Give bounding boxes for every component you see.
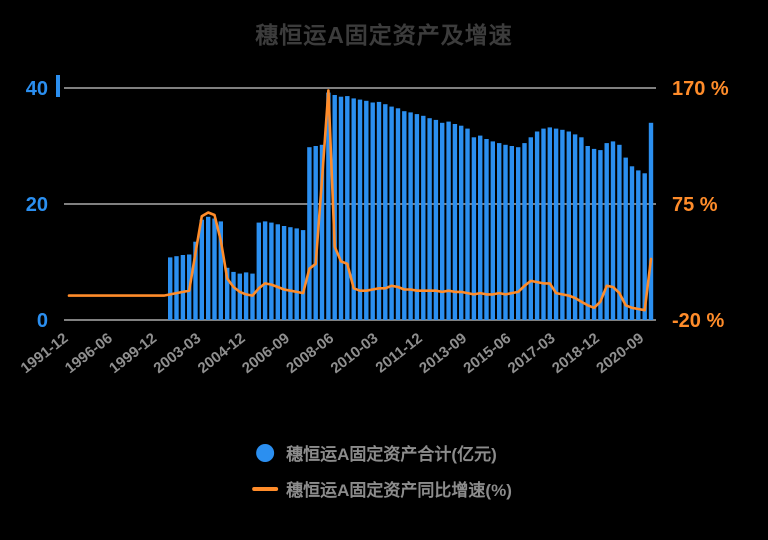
- x-axis-tick-label: 2013-09: [416, 330, 470, 377]
- x-axis-tick-label: 2018-12: [549, 330, 603, 377]
- x-axis-tick-label: 1999-12: [106, 330, 160, 377]
- x-axis-tick-label: 2011-12: [373, 330, 426, 377]
- x-axis-tick-label: 2010-03: [328, 330, 382, 377]
- right-axis-tick-label: 75 %: [672, 194, 718, 216]
- right-axis-tick-label: 170 %: [672, 78, 729, 100]
- x-axis-tick-label: 2006-09: [239, 330, 293, 377]
- x-axis-tick-labels: 1991-121996-061999-122003-032004-122006-…: [18, 330, 648, 377]
- x-axis-tick-label: 2015-06: [460, 330, 514, 377]
- legend-item-growth[interactable]: 穗恒运A固定资产同比增速(%): [252, 476, 512, 501]
- right-axis-tick-label: -20 %: [672, 310, 724, 332]
- x-axis-tick-label: 2003-03: [150, 330, 204, 377]
- x-axis-tick-label: 2004-12: [195, 330, 249, 377]
- x-axis-tick-label: 1996-06: [62, 330, 116, 377]
- legend-item-assets[interactable]: 穗恒运A固定资产合计(亿元): [256, 440, 497, 465]
- x-axis-tick-label: 2020-09: [593, 330, 647, 377]
- left-axis-tick-label: 40: [26, 78, 48, 100]
- line-series: [67, 89, 653, 312]
- legend-label-assets: 穗恒运A固定资产合计(亿元): [286, 445, 497, 464]
- x-axis-tick-label: 2017-03: [505, 330, 559, 377]
- bar-series: [168, 92, 654, 321]
- bar-series-marker-icon: [256, 443, 275, 462]
- chart-title: 穗恒运A固定资产及增速: [255, 22, 513, 48]
- left-axis-tick-label: 20: [26, 194, 48, 216]
- x-axis-tick-label: 1991-12: [18, 330, 72, 377]
- left-axis-tick-label: 0: [37, 310, 48, 332]
- x-axis-tick-label: 2008-06: [283, 330, 337, 377]
- line-series-marker-icon: [252, 486, 279, 491]
- legend: 穗恒运A固定资产合计(亿元) 穗恒运A固定资产同比增速(%): [252, 440, 512, 501]
- legend-label-growth: 穗恒运A固定资产同比增速(%): [286, 481, 512, 500]
